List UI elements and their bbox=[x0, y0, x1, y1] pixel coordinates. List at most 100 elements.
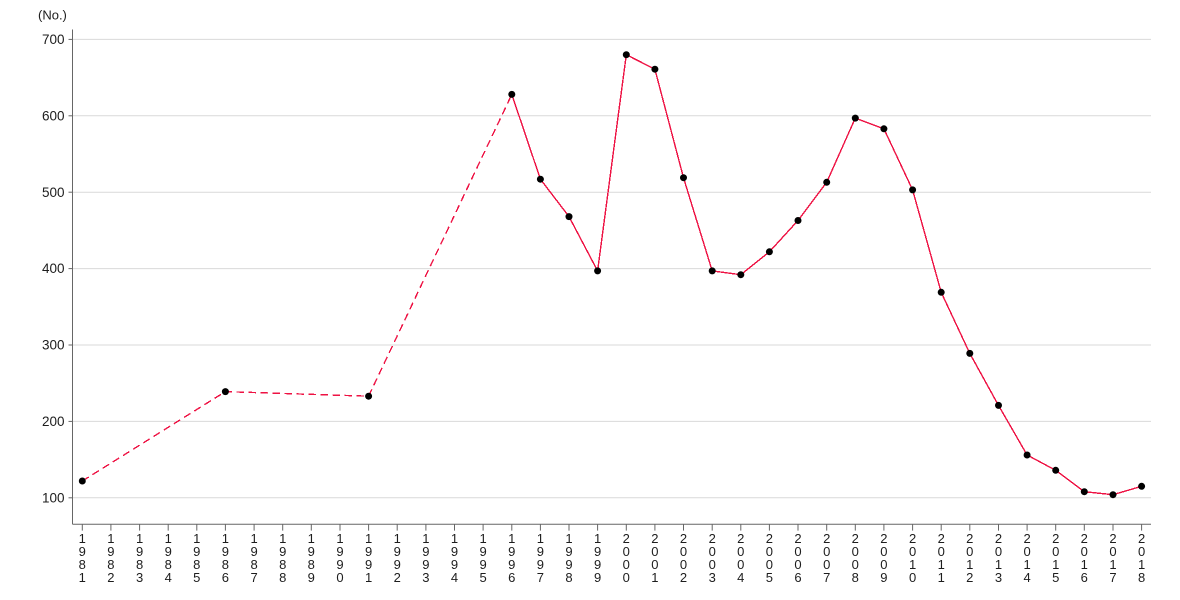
svg-text:0: 0 bbox=[1109, 544, 1116, 559]
svg-text:2: 2 bbox=[938, 531, 945, 546]
svg-text:1: 1 bbox=[394, 531, 401, 546]
svg-text:2: 2 bbox=[1052, 531, 1059, 546]
svg-text:1: 1 bbox=[451, 531, 458, 546]
svg-text:8: 8 bbox=[79, 557, 86, 572]
svg-text:9: 9 bbox=[422, 557, 429, 572]
svg-text:9: 9 bbox=[479, 557, 486, 572]
svg-text:0: 0 bbox=[1052, 544, 1059, 559]
svg-text:0: 0 bbox=[909, 570, 916, 585]
svg-text:0: 0 bbox=[336, 570, 343, 585]
svg-text:9: 9 bbox=[537, 544, 544, 559]
svg-text:1: 1 bbox=[79, 531, 86, 546]
svg-text:2: 2 bbox=[737, 531, 744, 546]
svg-text:7: 7 bbox=[537, 570, 544, 585]
svg-text:5: 5 bbox=[1052, 570, 1059, 585]
svg-text:2: 2 bbox=[966, 570, 973, 585]
svg-text:5: 5 bbox=[479, 570, 486, 585]
svg-text:0: 0 bbox=[794, 557, 801, 572]
svg-text:1: 1 bbox=[1052, 557, 1059, 572]
svg-text:100: 100 bbox=[42, 490, 65, 505]
svg-text:1: 1 bbox=[279, 531, 286, 546]
svg-text:9: 9 bbox=[79, 544, 86, 559]
svg-text:2: 2 bbox=[107, 570, 114, 585]
svg-text:1: 1 bbox=[1138, 557, 1145, 572]
svg-text:0: 0 bbox=[737, 557, 744, 572]
svg-text:0: 0 bbox=[823, 557, 830, 572]
svg-text:4: 4 bbox=[451, 570, 458, 585]
svg-text:8: 8 bbox=[193, 557, 200, 572]
svg-text:9: 9 bbox=[537, 557, 544, 572]
svg-text:400: 400 bbox=[42, 261, 65, 276]
svg-text:8: 8 bbox=[1138, 570, 1145, 585]
svg-text:1: 1 bbox=[1081, 557, 1088, 572]
svg-text:700: 700 bbox=[42, 32, 65, 47]
svg-text:0: 0 bbox=[880, 557, 887, 572]
svg-text:2: 2 bbox=[823, 531, 830, 546]
svg-text:7: 7 bbox=[250, 570, 257, 585]
svg-text:9: 9 bbox=[451, 544, 458, 559]
svg-text:2: 2 bbox=[995, 531, 1002, 546]
svg-text:0: 0 bbox=[1081, 544, 1088, 559]
svg-text:8: 8 bbox=[308, 557, 315, 572]
svg-text:4: 4 bbox=[165, 570, 172, 585]
svg-text:9: 9 bbox=[336, 557, 343, 572]
svg-text:9: 9 bbox=[394, 544, 401, 559]
svg-text:500: 500 bbox=[42, 185, 65, 200]
svg-text:9: 9 bbox=[880, 570, 887, 585]
svg-text:0: 0 bbox=[709, 544, 716, 559]
svg-text:1: 1 bbox=[107, 531, 114, 546]
svg-text:8: 8 bbox=[852, 570, 859, 585]
svg-text:2: 2 bbox=[709, 531, 716, 546]
svg-text:2: 2 bbox=[651, 531, 658, 546]
svg-text:9: 9 bbox=[508, 557, 515, 572]
svg-text:2: 2 bbox=[1138, 531, 1145, 546]
svg-text:4: 4 bbox=[737, 570, 744, 585]
svg-text:5: 5 bbox=[193, 570, 200, 585]
svg-text:7: 7 bbox=[1109, 570, 1116, 585]
svg-text:3: 3 bbox=[422, 570, 429, 585]
svg-text:0: 0 bbox=[966, 544, 973, 559]
svg-text:9: 9 bbox=[422, 544, 429, 559]
svg-text:1: 1 bbox=[79, 570, 86, 585]
svg-text:8: 8 bbox=[165, 557, 172, 572]
svg-text:3: 3 bbox=[995, 570, 1002, 585]
svg-text:0: 0 bbox=[823, 544, 830, 559]
svg-text:9: 9 bbox=[336, 544, 343, 559]
svg-text:9: 9 bbox=[193, 544, 200, 559]
svg-text:2: 2 bbox=[794, 531, 801, 546]
svg-text:2: 2 bbox=[852, 531, 859, 546]
svg-text:2: 2 bbox=[680, 531, 687, 546]
svg-text:1: 1 bbox=[966, 557, 973, 572]
svg-text:1: 1 bbox=[165, 531, 172, 546]
svg-text:8: 8 bbox=[279, 557, 286, 572]
svg-text:9: 9 bbox=[451, 557, 458, 572]
svg-text:(No.): (No.) bbox=[38, 8, 67, 23]
svg-text:9: 9 bbox=[594, 570, 601, 585]
svg-text:0: 0 bbox=[852, 557, 859, 572]
svg-text:9: 9 bbox=[565, 557, 572, 572]
svg-text:0: 0 bbox=[852, 544, 859, 559]
svg-text:0: 0 bbox=[794, 544, 801, 559]
svg-text:4: 4 bbox=[1023, 570, 1030, 585]
svg-text:3: 3 bbox=[136, 570, 143, 585]
svg-text:6: 6 bbox=[508, 570, 515, 585]
svg-text:600: 600 bbox=[42, 109, 65, 124]
svg-text:1: 1 bbox=[250, 531, 257, 546]
svg-text:2: 2 bbox=[680, 570, 687, 585]
svg-text:1: 1 bbox=[594, 531, 601, 546]
svg-text:8: 8 bbox=[136, 557, 143, 572]
svg-text:8: 8 bbox=[222, 557, 229, 572]
svg-text:0: 0 bbox=[623, 570, 630, 585]
svg-text:9: 9 bbox=[565, 544, 572, 559]
svg-text:1: 1 bbox=[365, 570, 372, 585]
svg-text:2: 2 bbox=[766, 531, 773, 546]
svg-text:1: 1 bbox=[1023, 557, 1030, 572]
svg-text:1: 1 bbox=[565, 531, 572, 546]
svg-text:9: 9 bbox=[365, 557, 372, 572]
svg-text:1: 1 bbox=[537, 531, 544, 546]
svg-text:0: 0 bbox=[680, 544, 687, 559]
svg-text:1: 1 bbox=[365, 531, 372, 546]
svg-text:3: 3 bbox=[709, 570, 716, 585]
svg-text:0: 0 bbox=[651, 557, 658, 572]
svg-text:0: 0 bbox=[737, 544, 744, 559]
